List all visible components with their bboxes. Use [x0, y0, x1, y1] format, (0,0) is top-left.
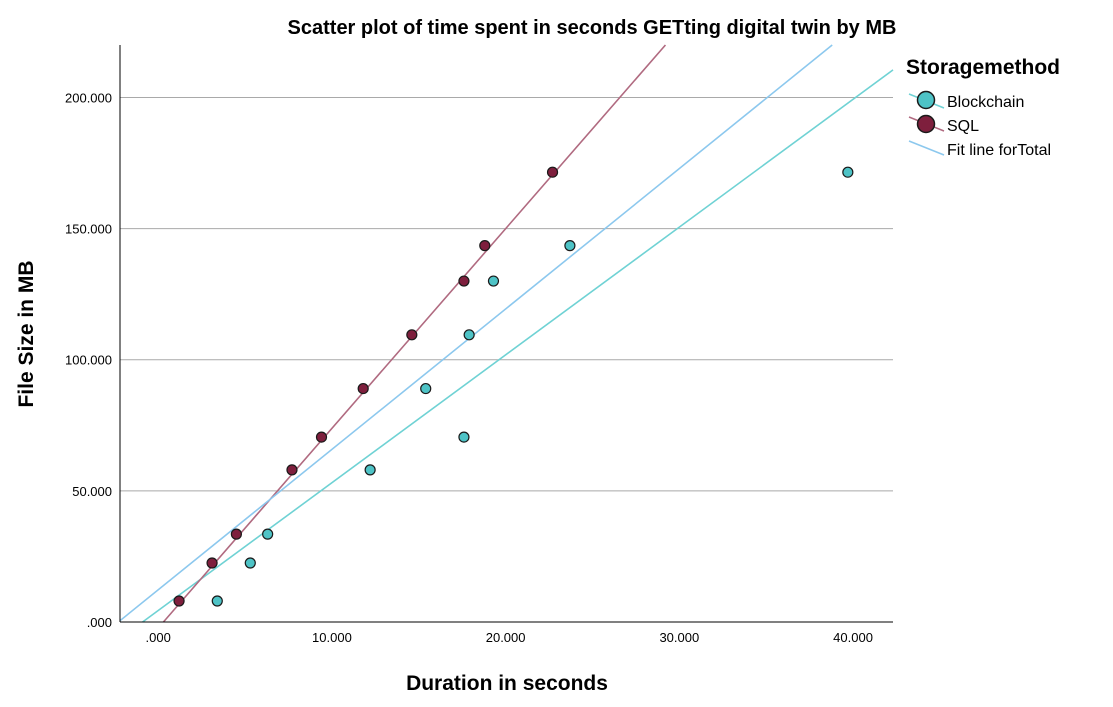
data-point-series-1: [230, 528, 242, 540]
data-point-series-0: [244, 557, 256, 569]
y-tick-label: 50.000: [72, 484, 112, 499]
legend-item-fit-total: Fit line forTotal: [908, 140, 1051, 159]
data-point-series-1: [458, 275, 470, 287]
data-point-series-1: [315, 431, 328, 443]
legend-label-fit-total: Fit line forTotal: [947, 142, 1051, 159]
x-tick-label: .000: [146, 630, 171, 645]
data-point-series-1: [546, 166, 559, 178]
fit-line-2: [119, 44, 833, 622]
data-point-series-1: [286, 464, 298, 476]
data-point-series-1: [479, 240, 491, 252]
data-point-series-0: [420, 382, 432, 395]
data-point-series-0: [458, 431, 470, 443]
data-point-series-0: [211, 595, 223, 607]
chart-title: Scatter plot of time spent in seconds GE…: [288, 17, 897, 39]
axes: [119, 45, 893, 623]
y-tick-label: .000: [87, 615, 112, 630]
legend-line-fit-total: [908, 140, 945, 156]
data-point-series-1: [357, 382, 369, 395]
y-tick-label: 100.000: [65, 353, 112, 368]
y-tick-label: 150.000: [65, 222, 112, 237]
data-point-series-0: [564, 240, 576, 252]
x-tick-label: 30.000: [659, 630, 699, 645]
legend-title: Storagemethod: [906, 56, 1060, 79]
legend-marker-blockchain: [916, 90, 936, 110]
data-point-series-0: [487, 275, 500, 287]
data-point-series-0: [364, 464, 376, 476]
data-point-series-1: [406, 329, 418, 341]
legend-item-blockchain: Blockchain: [908, 90, 1024, 111]
x-axis-label: Duration in seconds: [406, 672, 608, 695]
legend-item-sql: SQL: [908, 114, 979, 135]
legend-label-sql: SQL: [947, 118, 979, 135]
x-tick-label: 10.000: [312, 630, 352, 645]
legend-marker-sql: [916, 114, 936, 134]
tick-labels: .000 50.000 100.000 150.000 200.000 .000 10.00…: [65, 90, 873, 645]
data-point-series-1: [173, 595, 185, 607]
data-point-series-0: [842, 166, 854, 178]
data-point-series-0: [463, 329, 475, 341]
legend: Storagemethod Blockchain SQL Fit line fo…: [906, 56, 1060, 159]
y-tick-label: 200.000: [65, 90, 112, 105]
legend-label-blockchain: Blockchain: [947, 94, 1024, 111]
x-tick-label: 40.000: [833, 630, 873, 645]
data-points: [173, 166, 854, 607]
x-tick-label: 20.000: [486, 630, 526, 645]
data-point-series-1: [206, 557, 218, 569]
data-point-series-0: [262, 528, 274, 540]
y-axis-label: File Size in MB: [15, 260, 38, 407]
